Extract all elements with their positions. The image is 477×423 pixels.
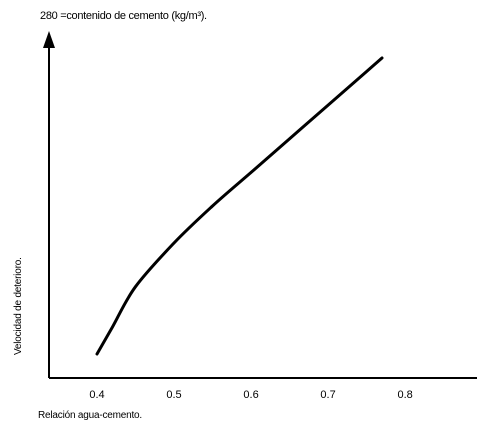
y-axis-label: Velocidad de deterioro. <box>13 257 24 355</box>
chart-title: 280 =contenido de cemento (kg/m³). <box>40 10 207 22</box>
x-tick-label: 0.8 <box>397 389 412 401</box>
x-tick-label: 0.6 <box>243 389 258 401</box>
series-line <box>95 56 384 356</box>
y-axis-arrowhead <box>43 31 55 48</box>
x-tick-group: 0.4 0.5 0.6 0.7 0.8 <box>89 389 412 401</box>
x-axis-label: Relación agua-cemento. <box>38 410 142 421</box>
x-tick-label: 0.7 <box>320 389 335 401</box>
series-group <box>95 56 384 356</box>
x-tick-label: 0.4 <box>89 389 104 401</box>
x-tick-label: 0.5 <box>166 389 181 401</box>
